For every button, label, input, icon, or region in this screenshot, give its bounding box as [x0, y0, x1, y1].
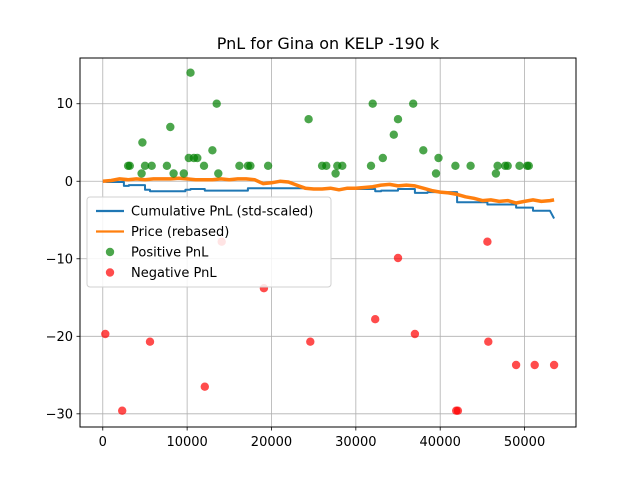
positive-pnl-point [162, 161, 172, 170]
negative-pnl-point [101, 329, 110, 339]
legend-label: Negative PnL [131, 266, 217, 281]
scatter-points [101, 68, 559, 415]
positive-pnl-point [451, 161, 460, 170]
positive-pnl-point [304, 115, 313, 124]
y-tick-label: −20 [46, 330, 73, 345]
negative-pnl-point [549, 360, 559, 370]
negative-pnl-point [511, 360, 521, 370]
positive-pnl-point [193, 153, 202, 163]
positive-pnl-point [338, 161, 347, 170]
negative-pnl-point [118, 406, 127, 415]
legend-label: Price (rebased) [131, 225, 229, 240]
positive-pnl-point [125, 161, 134, 170]
positive-pnl-point [208, 146, 217, 155]
positive-pnl-point [140, 161, 150, 170]
y-tick-label: 10 [56, 97, 73, 112]
positive-pnl-point [246, 161, 255, 170]
legend-dot-swatch [105, 268, 115, 277]
positive-pnl-point [212, 99, 221, 108]
plot-frame [79, 57, 577, 428]
legend-label: Positive PnL [131, 246, 209, 261]
positive-pnl-point [378, 153, 387, 163]
x-tick-label: 30000 [335, 435, 376, 450]
positive-pnl-point [393, 115, 403, 124]
positive-pnl-point [166, 122, 175, 132]
negative-pnl-point [410, 329, 420, 339]
positive-pnl-point [366, 161, 376, 170]
negative-pnl-point [530, 360, 539, 370]
positive-pnl-point [419, 146, 428, 155]
negative-pnl-point [393, 253, 403, 263]
negative-pnl-point [483, 237, 492, 246]
legend-dot-swatch [105, 247, 115, 257]
legend-label: Cumulative PnL (std-scaled) [131, 205, 313, 220]
positive-pnl-point [186, 68, 195, 77]
positive-pnl-point [322, 161, 331, 170]
series-lines [102, 176, 555, 219]
legend: Cumulative PnL (std-scaled) Price (rebase… [86, 196, 332, 288]
positive-pnl-point [214, 169, 223, 178]
positive-pnl-point [263, 161, 273, 170]
x-tick-label: 40000 [420, 435, 461, 450]
negative-pnl-point [484, 337, 493, 346]
x-tick-label: 20000 [251, 435, 292, 450]
positive-pnl-point [389, 130, 398, 139]
axis-ticks: 0 10000 20000 30000 40000 50000 −30 −20 −10 0 10 [46, 97, 546, 450]
legend-box [86, 196, 332, 288]
positive-pnl-point [138, 138, 147, 147]
x-tick-label: 50000 [504, 435, 545, 450]
positive-pnl-point [368, 99, 377, 108]
grid-lines [80, 58, 576, 427]
negative-pnl-point [200, 382, 209, 391]
y-tick-label: 0 [65, 175, 73, 190]
negative-pnl-point [453, 406, 463, 415]
positive-pnl-point [503, 161, 512, 170]
positive-pnl-point [491, 169, 501, 178]
x-tick-label: 10000 [166, 435, 207, 450]
price-line [102, 176, 555, 205]
positive-pnl-point [147, 161, 156, 170]
positive-pnl-point [434, 153, 443, 163]
positive-pnl-point [137, 169, 146, 178]
positive-pnl-point [235, 161, 244, 170]
positive-pnl-point [179, 169, 188, 178]
positive-pnl-point [331, 169, 340, 178]
negative-pnl-point [145, 337, 155, 346]
positive-pnl-point [431, 169, 441, 178]
positive-pnl-point [493, 161, 502, 170]
positive-pnl-point [409, 99, 418, 108]
positive-pnl-point [515, 161, 524, 170]
negative-pnl-point [371, 315, 380, 324]
negative-pnl-point [306, 337, 315, 346]
positive-pnl-point [524, 161, 533, 170]
positive-pnl-point [169, 169, 178, 178]
x-tick-label: 0 [99, 435, 107, 450]
y-tick-label: −30 [46, 407, 73, 422]
positive-pnl-point [199, 161, 209, 170]
y-tick-label: −10 [46, 252, 73, 267]
positive-pnl-point [466, 161, 475, 170]
chart-title: PnL for Gina on KELP -190 k [217, 34, 440, 53]
